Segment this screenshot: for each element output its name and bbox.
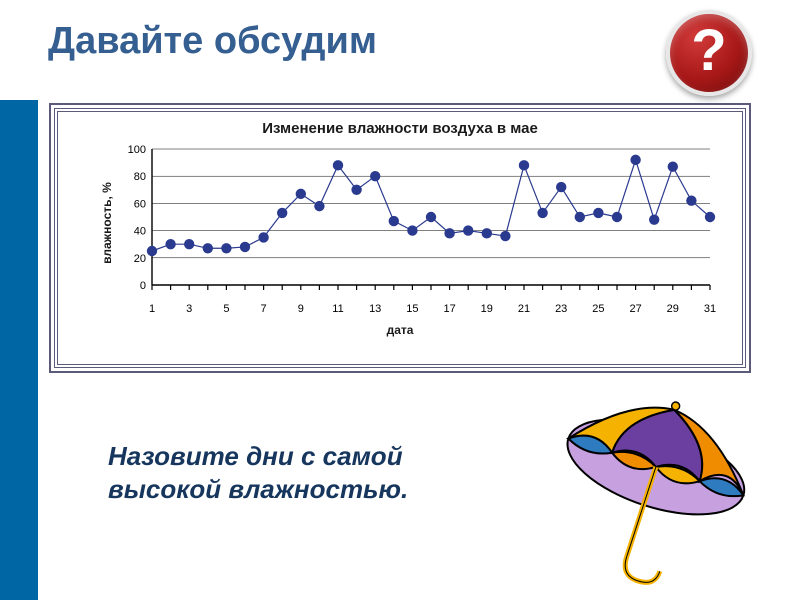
svg-text:20: 20 [134,253,146,265]
svg-text:100: 100 [128,144,146,156]
x-tick-label: 9 [298,303,304,315]
x-tick-label: 3 [186,303,192,315]
x-tick-label: 21 [518,303,530,315]
chart-title: Изменение влажности воздуха в мае [58,120,742,137]
question-line-1: Назовите дни с самой [108,441,403,471]
x-tick-label: 25 [592,303,604,315]
x-tick-label: 13 [369,303,381,315]
umbrella-icon [540,380,760,590]
question-line-2: высокой влажностью. [108,474,408,504]
x-tick-label: 23 [555,303,567,315]
x-tick-label: 29 [667,303,679,315]
slide-title: Давайте обсудим [48,20,377,63]
svg-text:0: 0 [140,280,146,292]
sidebar-accent [0,100,38,600]
x-tick-label: 15 [406,303,418,315]
chart-y-label: влажность, % [100,182,114,264]
slide: Давайте обсудим ? Изменение влажности во… [0,0,800,600]
chart-plot-area: влажность, % 020406080100 [118,143,722,303]
chart-svg: 0 20 40 60 80 100 [118,143,718,303]
chart-frame: Изменение влажности воздуха в мае влажно… [54,108,746,368]
question-text: Назовите дни с самой высокой влажностью. [108,440,608,505]
help-badge-icon: ? [666,10,752,96]
x-tick-label: 19 [481,303,493,315]
x-tick-label: 7 [261,303,267,315]
svg-text:60: 60 [134,198,146,210]
chart-x-label: дата [58,323,742,337]
chart-x-ticks: 135791113151719212325272931 [118,303,722,319]
x-tick-label: 5 [223,303,229,315]
svg-text:80: 80 [134,171,146,183]
x-tick-label: 1 [149,303,155,315]
x-tick-label: 31 [704,303,716,315]
x-tick-label: 17 [443,303,455,315]
svg-text:40: 40 [134,226,146,238]
x-tick-label: 11 [332,303,343,315]
x-tick-label: 27 [629,303,641,315]
